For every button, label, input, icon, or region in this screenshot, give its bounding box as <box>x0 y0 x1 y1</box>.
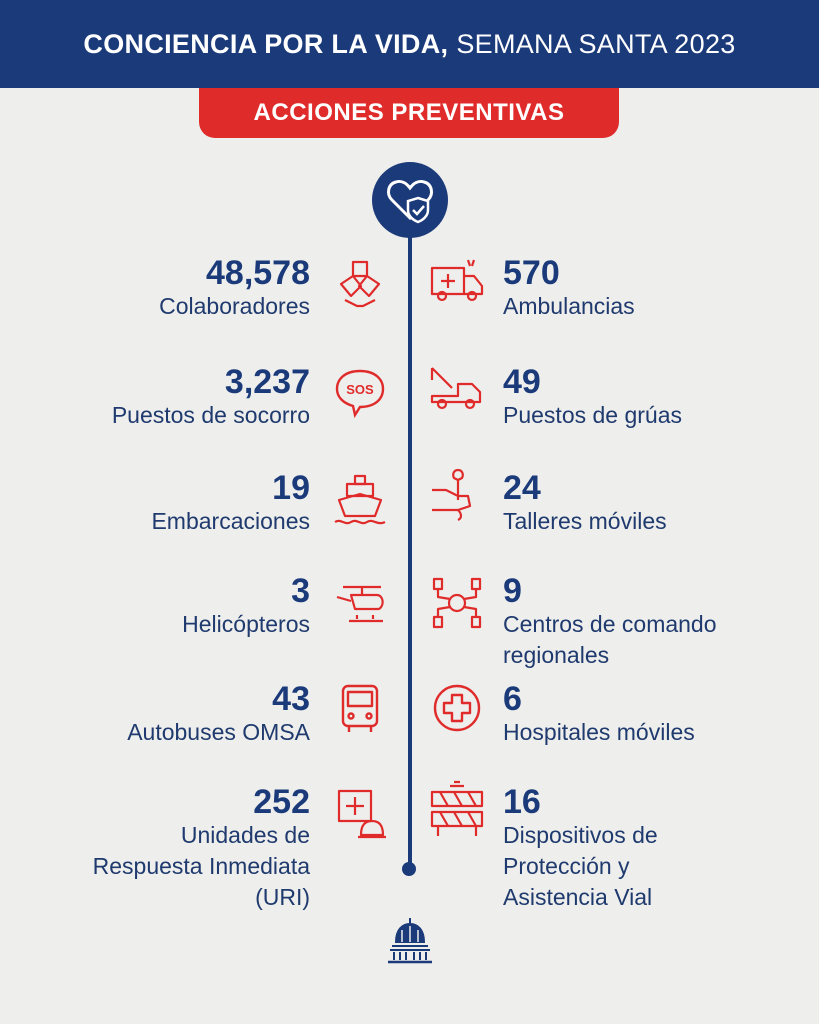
command-network-icon <box>428 575 486 633</box>
stat-value: 48,578 <box>206 254 310 292</box>
stat-autobuses: 43 Autobuses OMSA <box>10 681 310 748</box>
stat-puestos-socorro: 3,237 Puestos de socorro <box>10 364 310 431</box>
stat-centros-comando: 9 Centros de comando regionales <box>503 573 803 671</box>
stat-value: 252 <box>253 783 310 821</box>
stat-value: 16 <box>503 783 541 821</box>
stat-label-line: (URI) <box>255 884 310 910</box>
stat-value: 24 <box>503 469 541 507</box>
road-barrier-icon <box>428 780 486 838</box>
medical-siren-icon <box>331 785 389 843</box>
stat-value: 3 <box>291 572 310 610</box>
stat-value: 49 <box>503 363 541 401</box>
heart-shield-icon <box>372 162 448 238</box>
stat-label-line: Respuesta Inmediata <box>92 853 310 879</box>
medical-cross-icon <box>428 679 486 737</box>
stat-value: 3,237 <box>224 363 310 401</box>
tow-truck-icon <box>428 360 486 418</box>
wrench-hand-icon <box>428 466 486 524</box>
stat-uri: 252 Unidades de Respuesta Inmediata (URI… <box>10 784 310 913</box>
timeline-end-dot <box>402 862 416 876</box>
stat-label-line: regionales <box>503 642 610 668</box>
stat-label: Talleres móviles <box>503 508 667 534</box>
header-title-bold: CONCIENCIA POR LA VIDA, <box>83 28 449 59</box>
timeline-line <box>408 230 412 870</box>
stat-label: Hospitales móviles <box>503 719 695 745</box>
stat-gruas: 49 Puestos de grúas <box>503 364 803 431</box>
stat-value: 9 <box>503 572 522 610</box>
stat-label: Puestos de socorro <box>111 402 310 428</box>
sos-bubble-icon: SOS <box>331 363 389 421</box>
header-bar: CONCIENCIA POR LA VIDA, SEMANA SANTA 202… <box>0 0 819 88</box>
stat-label: Helicópteros <box>182 611 310 637</box>
stat-label-line: Dispositivos de <box>503 822 658 848</box>
stat-colaboradores: 48,578 Colaboradores <box>10 255 310 322</box>
section-banner: ACCIONES PREVENTIVAS <box>199 88 619 138</box>
stat-dispositivos: 16 Dispositivos de Protección y Asistenc… <box>503 784 803 913</box>
stat-value: 19 <box>272 469 310 507</box>
helicopter-icon <box>331 575 389 633</box>
stat-label-line: Asistencia Vial <box>503 884 653 910</box>
stat-label: Colaboradores <box>159 293 310 319</box>
stat-label: Autobuses OMSA <box>127 719 310 745</box>
government-dome-logo <box>386 916 434 964</box>
helping-hands-icon <box>331 254 389 312</box>
stat-helicopteros: 3 Helicópteros <box>10 573 310 640</box>
stat-label-line: Protección y <box>503 853 630 879</box>
stat-label: Puestos de grúas <box>503 402 683 428</box>
header-title-light: SEMANA SANTA 2023 <box>456 28 736 59</box>
svg-text:SOS: SOS <box>346 382 374 397</box>
stat-ambulancias: 570 Ambulancias <box>503 255 803 322</box>
stat-hospitales: 6 Hospitales móviles <box>503 681 803 748</box>
stat-label: Embarcaciones <box>151 508 310 534</box>
ambulance-icon <box>428 254 486 312</box>
stat-label-line: Unidades de <box>180 822 310 848</box>
stat-label-line: Centros de comando <box>503 611 717 637</box>
stat-embarcaciones: 19 Embarcaciones <box>10 470 310 537</box>
stat-talleres: 24 Talleres móviles <box>503 470 803 537</box>
stat-label: Ambulancias <box>503 293 635 319</box>
stat-value: 6 <box>503 680 522 718</box>
stat-value: 43 <box>272 680 310 718</box>
bus-icon <box>331 680 389 738</box>
ship-icon <box>331 470 389 528</box>
stat-value: 570 <box>503 254 560 292</box>
